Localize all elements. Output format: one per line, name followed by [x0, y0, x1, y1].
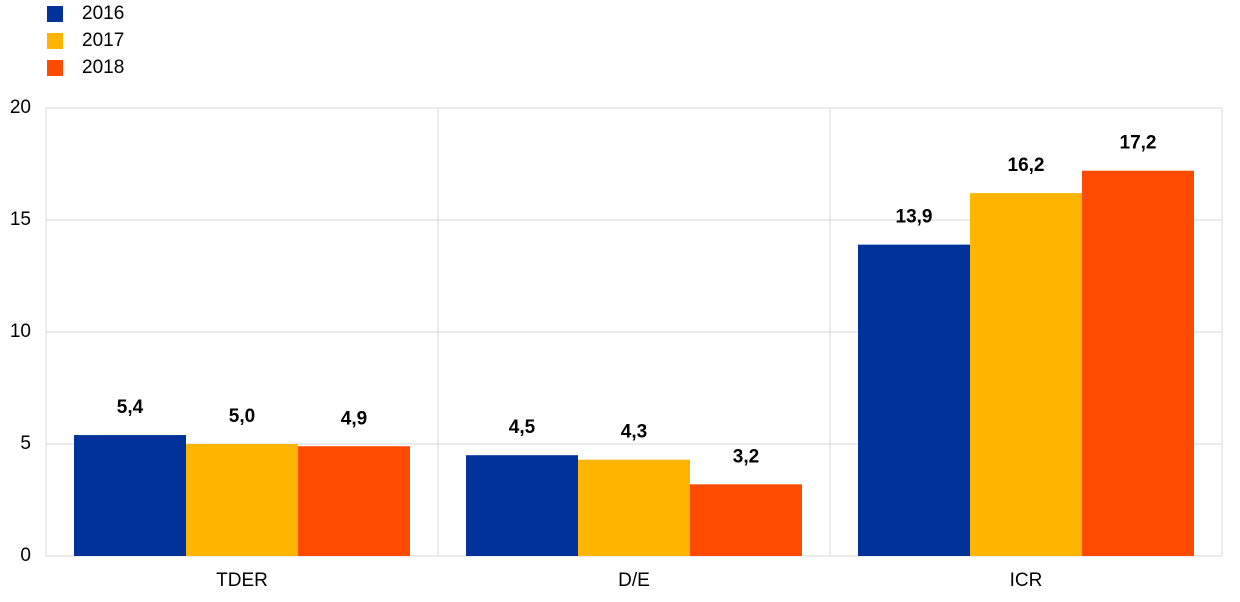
value-label: 4,3	[621, 422, 647, 443]
legend-swatch	[47, 60, 63, 76]
x-tick-label: D/E	[618, 570, 650, 591]
value-label: 4,9	[341, 408, 367, 429]
bar	[858, 244, 970, 556]
value-label: 5,4	[117, 397, 144, 418]
x-tick-label: ICR	[1010, 570, 1043, 591]
value-label: 17,2	[1120, 133, 1157, 154]
bar	[578, 459, 690, 556]
legend-label: 2016	[82, 3, 124, 24]
value-label: 13,9	[896, 207, 933, 228]
y-tick-label: 20	[10, 97, 31, 118]
value-label: 5,0	[229, 406, 255, 427]
bar	[186, 444, 298, 556]
bar	[74, 435, 186, 556]
legend-label: 2017	[82, 30, 124, 51]
legend-label: 2018	[82, 57, 124, 78]
y-tick-label: 5	[20, 433, 31, 454]
y-tick-label: 15	[10, 209, 31, 230]
bar	[1082, 170, 1194, 556]
legend-swatch	[47, 6, 63, 22]
value-label: 3,2	[733, 446, 759, 467]
y-tick-label: 10	[10, 321, 31, 342]
value-label: 4,5	[509, 417, 536, 438]
bar	[690, 484, 802, 556]
y-tick-label: 0	[20, 545, 31, 566]
legend-swatch	[47, 33, 63, 49]
value-label: 16,2	[1008, 155, 1045, 176]
bar	[298, 446, 410, 556]
bar	[970, 193, 1082, 556]
x-tick-label: TDER	[216, 570, 268, 591]
bar	[466, 455, 578, 556]
